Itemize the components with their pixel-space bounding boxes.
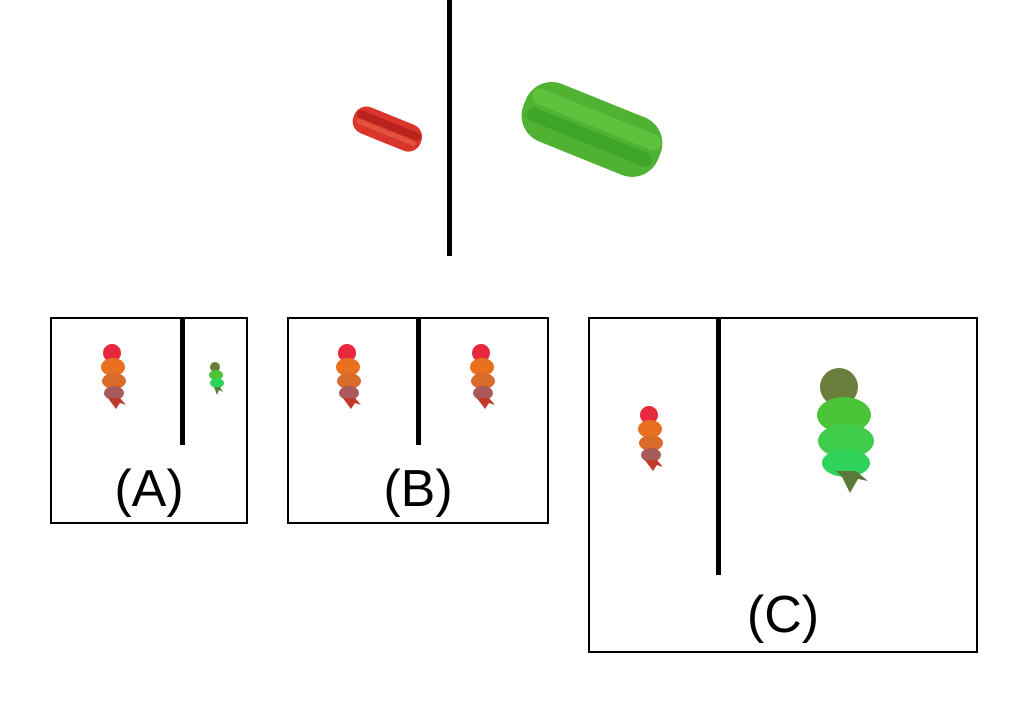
option-b-panel[interactable]: (B) [287, 317, 549, 524]
option-a-panel[interactable]: (A) [50, 317, 248, 524]
red-ice-cream-icon [470, 344, 495, 409]
red-sandwich-icon [352, 106, 423, 152]
red-ice-cream-icon [638, 406, 663, 471]
option-c-label: (C) [746, 586, 820, 644]
green-sandwich-icon [521, 82, 663, 177]
green-ice-cream-icon [817, 368, 874, 493]
option-b-label: (B) [383, 460, 453, 518]
option-a-divider [180, 319, 185, 445]
green-ice-cream-icon [209, 362, 224, 395]
red-ice-cream-icon [336, 344, 361, 409]
example-divider [447, 0, 452, 256]
option-b-divider [416, 319, 421, 445]
option-c-divider [716, 319, 721, 575]
option-a-label: (A) [114, 460, 184, 518]
red-ice-cream-icon [101, 344, 126, 409]
option-c-panel[interactable]: (C) [588, 317, 978, 653]
